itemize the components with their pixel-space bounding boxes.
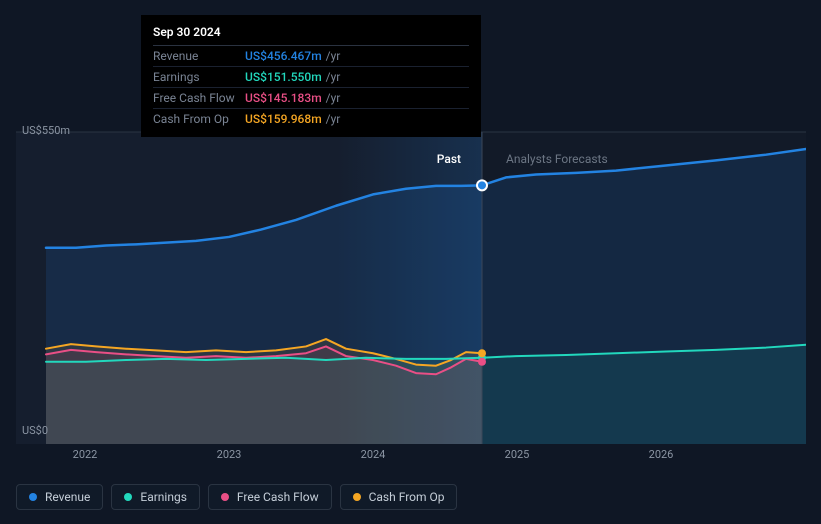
- legend-item-label: Revenue: [45, 490, 90, 504]
- tooltip-row-value: US$151.550m: [245, 70, 322, 84]
- y-axis-bottom-label: US$0: [22, 424, 48, 437]
- legend-item-earnings[interactable]: Earnings: [111, 484, 200, 510]
- tooltip-row-unit: /yr: [326, 49, 341, 63]
- tooltip-row-value: US$159.968m: [245, 112, 322, 126]
- tooltip-title: Sep 30 2024: [153, 25, 469, 46]
- tooltip-row-unit: /yr: [326, 70, 341, 84]
- tooltip-row-label: Revenue: [153, 49, 245, 63]
- x-axis-label: 2025: [505, 448, 530, 461]
- x-axis-label: 2024: [361, 448, 386, 461]
- tooltip-row-label: Earnings: [153, 70, 245, 84]
- legend-dot-icon: [353, 493, 361, 501]
- legend-dot-icon: [221, 493, 229, 501]
- x-axis-label: 2023: [217, 448, 242, 461]
- chart-area[interactable]: US$550m US$0 Past Analysts Forecasts: [16, 120, 806, 450]
- tooltip-row-value: US$456.467m: [245, 49, 322, 63]
- legend: Revenue Earnings Free Cash Flow Cash From O…: [16, 484, 457, 510]
- legend-item-label: Cash From Op: [369, 490, 445, 504]
- legend-item-label: Earnings: [140, 490, 187, 504]
- tooltip: Sep 30 2024 RevenueUS$456.467m/yrEarning…: [141, 15, 481, 137]
- legend-dot-icon: [124, 493, 132, 501]
- tooltip-row-unit: /yr: [326, 112, 341, 126]
- tooltip-row-label: Free Cash Flow: [153, 91, 245, 105]
- x-axis-label: 2026: [649, 448, 674, 461]
- tooltip-row-label: Cash From Op: [153, 112, 245, 126]
- legend-dot-icon: [29, 493, 37, 501]
- tooltip-row-unit: /yr: [326, 91, 341, 105]
- y-axis-top-label: US$550m: [22, 124, 70, 137]
- legend-item-free-cash-flow[interactable]: Free Cash Flow: [208, 484, 332, 510]
- tooltip-row: Free Cash FlowUS$145.183m/yr: [153, 88, 469, 109]
- chart-svg: [16, 120, 806, 450]
- legend-item-label: Free Cash Flow: [237, 490, 319, 504]
- x-axis-label: 2022: [73, 448, 98, 461]
- tooltip-row: Cash From OpUS$159.968m/yr: [153, 109, 469, 129]
- tooltip-row: RevenueUS$456.467m/yr: [153, 46, 469, 67]
- period-label-past: Past: [437, 152, 461, 166]
- tooltip-row: EarningsUS$151.550m/yr: [153, 67, 469, 88]
- legend-item-revenue[interactable]: Revenue: [16, 484, 103, 510]
- period-label-forecast: Analysts Forecasts: [506, 152, 608, 166]
- legend-item-cash-from-op[interactable]: Cash From Op: [340, 484, 458, 510]
- tooltip-rows: RevenueUS$456.467m/yrEarningsUS$151.550m…: [153, 46, 469, 129]
- x-axis-labels: 2022 2023 2024 2025 2026: [16, 448, 806, 468]
- tooltip-row-value: US$145.183m: [245, 91, 322, 105]
